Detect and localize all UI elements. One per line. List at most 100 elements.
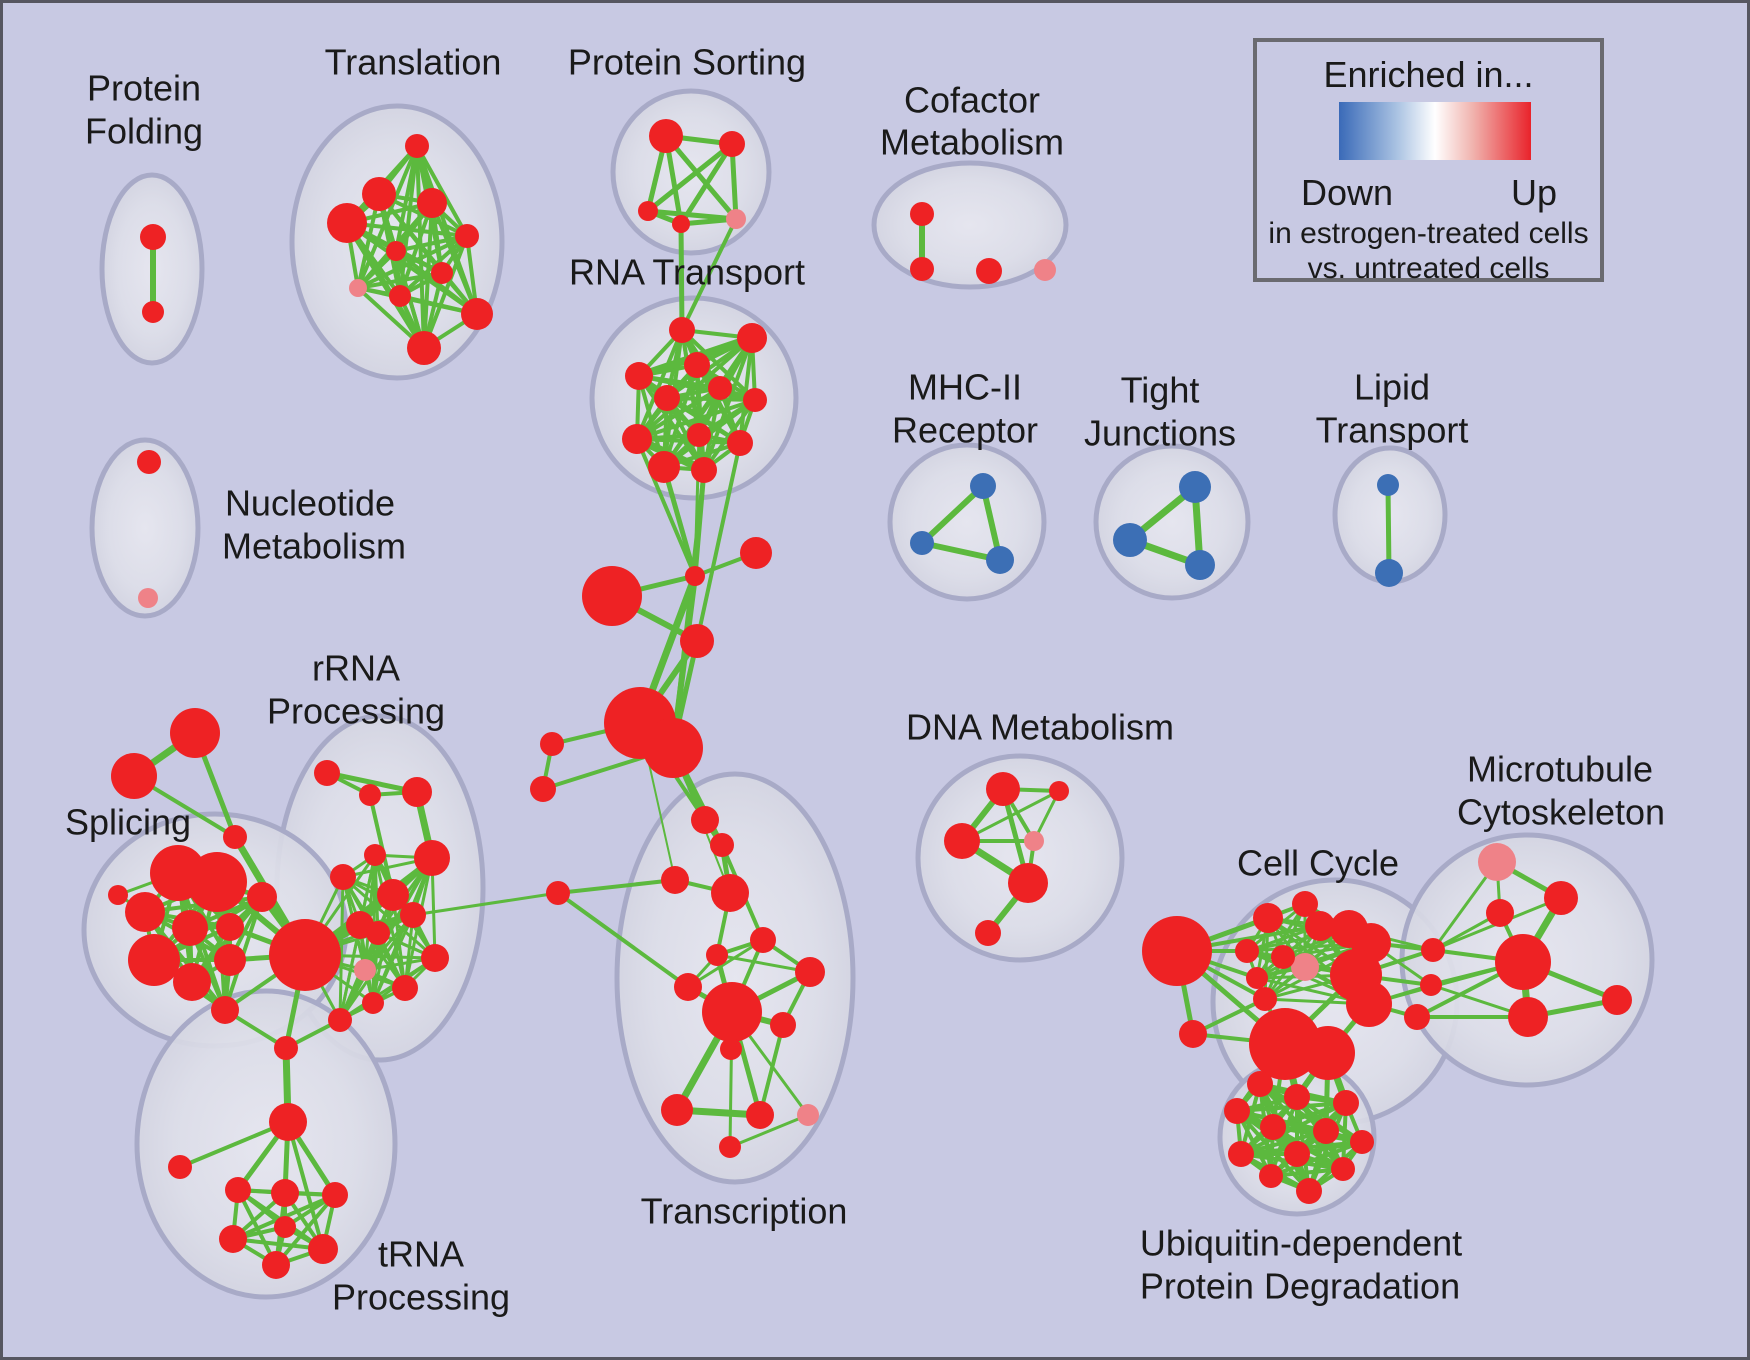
edge bbox=[635, 437, 697, 578]
node bbox=[173, 963, 211, 1001]
cluster-label: Metabolism bbox=[222, 526, 406, 567]
node bbox=[1375, 559, 1403, 587]
node bbox=[168, 1155, 192, 1179]
node bbox=[702, 982, 762, 1042]
edge bbox=[645, 208, 739, 222]
node bbox=[225, 1177, 251, 1203]
node bbox=[405, 134, 429, 158]
edge bbox=[919, 483, 986, 546]
edge bbox=[635, 398, 757, 441]
node bbox=[269, 1103, 307, 1141]
node bbox=[1313, 1118, 1339, 1144]
cluster-label: Folding bbox=[85, 111, 203, 152]
edge bbox=[1239, 1129, 1328, 1156]
node bbox=[746, 1101, 774, 1129]
edge bbox=[178, 1120, 290, 1169]
node bbox=[389, 285, 411, 307]
node bbox=[944, 823, 980, 859]
edge bbox=[324, 770, 420, 795]
node bbox=[1305, 911, 1335, 941]
node bbox=[797, 1104, 819, 1126]
node bbox=[455, 224, 479, 248]
cluster-label: Metabolism bbox=[880, 122, 1064, 163]
node bbox=[720, 1038, 742, 1060]
node bbox=[269, 919, 341, 991]
node bbox=[1495, 934, 1551, 990]
node bbox=[1508, 997, 1548, 1037]
node bbox=[1602, 985, 1632, 1015]
node bbox=[1350, 1130, 1374, 1154]
node bbox=[125, 892, 165, 932]
node bbox=[1284, 1084, 1310, 1110]
node bbox=[1185, 550, 1215, 580]
node bbox=[685, 566, 705, 586]
edge bbox=[686, 938, 765, 989]
node bbox=[392, 975, 418, 1001]
node bbox=[364, 844, 386, 866]
node bbox=[262, 1251, 290, 1279]
node bbox=[719, 1136, 741, 1158]
node bbox=[1420, 974, 1442, 996]
node bbox=[743, 388, 767, 412]
node bbox=[1024, 831, 1044, 851]
node bbox=[219, 1225, 247, 1253]
node bbox=[461, 298, 493, 330]
node bbox=[1235, 939, 1259, 963]
node bbox=[377, 879, 409, 911]
node bbox=[691, 806, 719, 834]
node bbox=[330, 864, 356, 890]
node bbox=[172, 910, 208, 946]
node bbox=[674, 973, 702, 1001]
cluster-label: Microtubule bbox=[1467, 749, 1653, 790]
cluster-label: Translation bbox=[325, 42, 502, 83]
node bbox=[1544, 881, 1578, 915]
edge bbox=[394, 234, 469, 253]
cluster-label: Tight bbox=[1121, 370, 1200, 411]
node bbox=[726, 209, 746, 229]
node bbox=[1259, 1164, 1283, 1188]
edge bbox=[635, 328, 684, 441]
edge bbox=[411, 891, 560, 917]
node bbox=[274, 1036, 298, 1060]
node bbox=[1142, 916, 1212, 986]
node bbox=[711, 874, 749, 912]
node bbox=[680, 624, 714, 658]
node bbox=[1049, 781, 1069, 801]
node bbox=[271, 1179, 299, 1207]
edge bbox=[702, 336, 754, 472]
node bbox=[1179, 1020, 1207, 1048]
node bbox=[211, 996, 239, 1024]
node bbox=[976, 258, 1002, 284]
edge bbox=[231, 1237, 325, 1251]
edge bbox=[728, 1113, 810, 1149]
node bbox=[137, 450, 161, 474]
edge bbox=[556, 891, 690, 989]
edge bbox=[430, 201, 479, 316]
node bbox=[400, 902, 426, 928]
node bbox=[1246, 967, 1268, 989]
node bbox=[719, 131, 745, 157]
edge bbox=[371, 913, 415, 1005]
cluster-label: MHC-II bbox=[908, 367, 1022, 408]
node bbox=[750, 927, 776, 953]
node bbox=[349, 279, 367, 297]
cluster-label: Nucleotide bbox=[225, 483, 395, 524]
edge bbox=[678, 221, 685, 333]
node bbox=[1034, 259, 1056, 281]
node bbox=[708, 376, 732, 400]
node bbox=[1228, 1141, 1254, 1167]
edge bbox=[758, 1023, 785, 1117]
edge bbox=[368, 793, 395, 897]
node bbox=[910, 531, 934, 555]
edge bbox=[415, 144, 469, 238]
node bbox=[1253, 987, 1277, 1011]
node bbox=[661, 866, 689, 894]
edge bbox=[661, 464, 698, 579]
cluster-label: Ubiquitin-dependent bbox=[1140, 1223, 1462, 1264]
node bbox=[986, 772, 1020, 806]
edge bbox=[695, 441, 742, 643]
node bbox=[687, 423, 711, 447]
node bbox=[366, 921, 390, 945]
cluster-label: rRNA bbox=[312, 648, 400, 689]
